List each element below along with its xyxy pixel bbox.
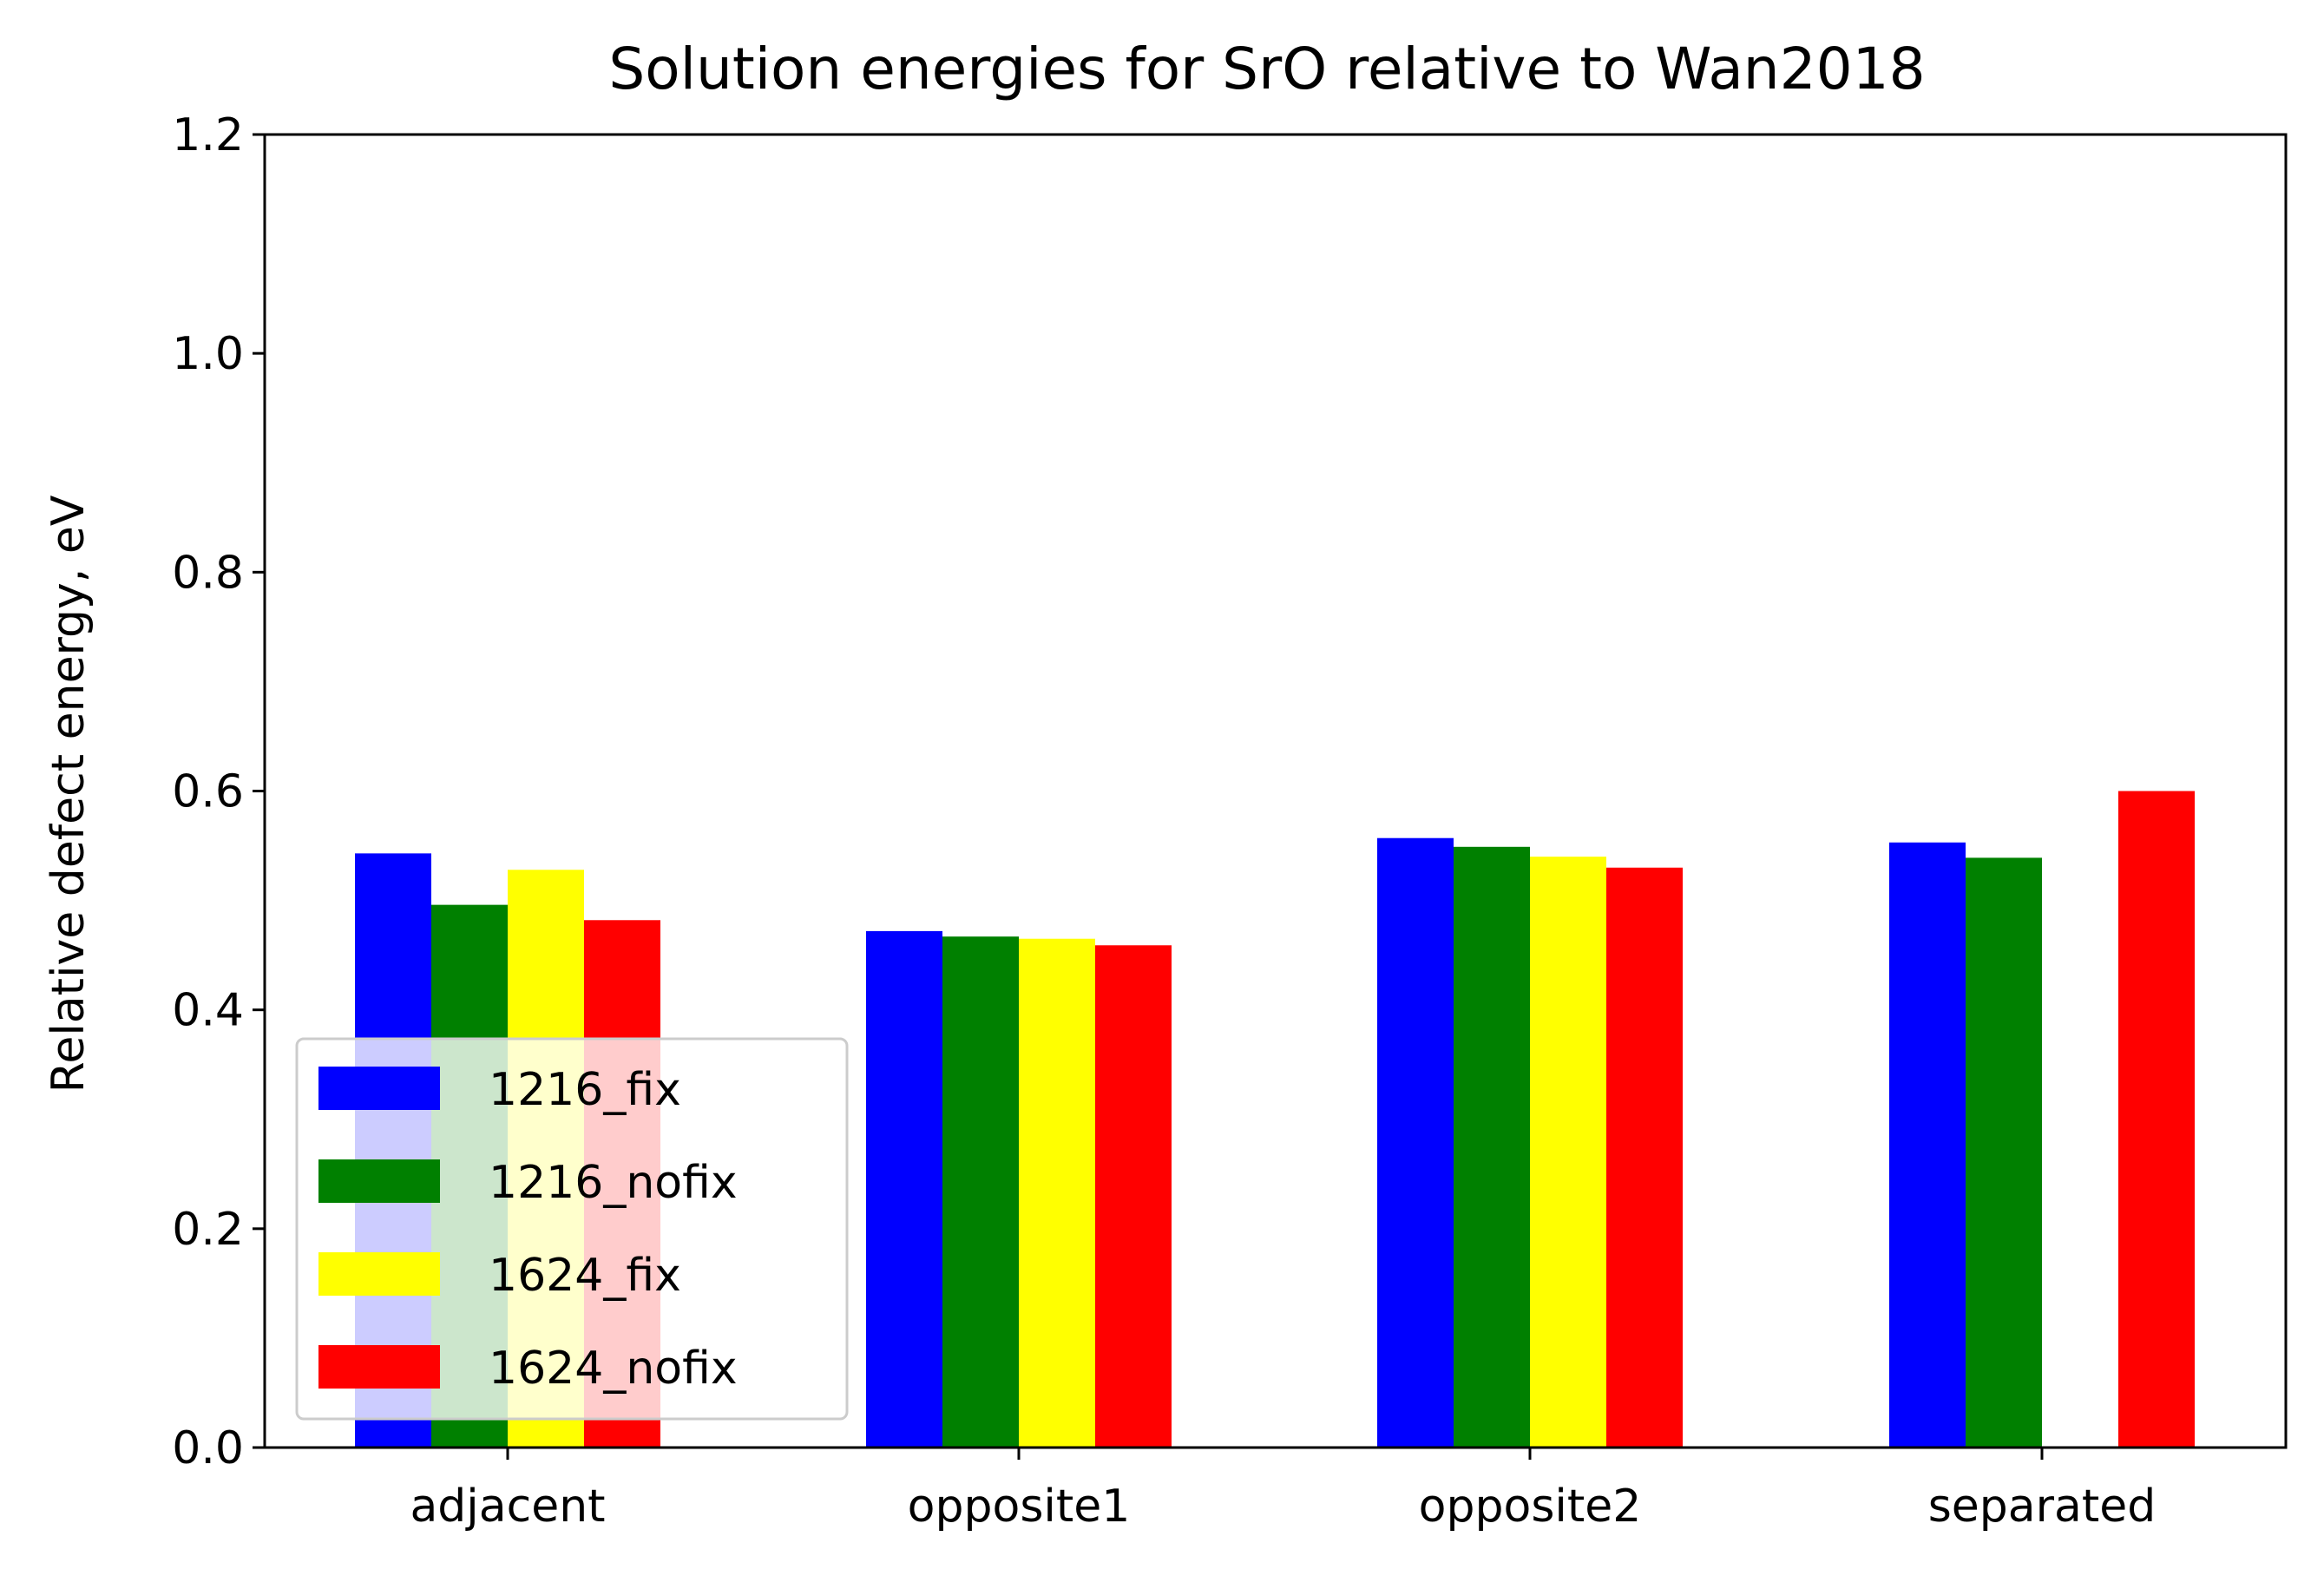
y-axis-label: Relative defect energy, eV xyxy=(43,495,95,1093)
legend-swatch-1216_fix xyxy=(318,1067,440,1110)
y-tick-label: 0.2 xyxy=(172,1204,244,1256)
y-tick-label: 0.0 xyxy=(172,1422,244,1474)
bar-opposite1-1624_nofix xyxy=(1095,945,1172,1448)
bar-separated-1624_nofix xyxy=(2118,791,2195,1448)
y-tick-label: 1.2 xyxy=(172,109,244,161)
bar-opposite1-1624_fix xyxy=(1019,938,1095,1448)
bar-opposite2-1624_fix xyxy=(1530,857,1606,1448)
legend-swatch-1624_nofix xyxy=(318,1345,440,1389)
bar-opposite2-1624_nofix xyxy=(1606,867,1683,1448)
bar-separated-1216_nofix xyxy=(1966,857,2042,1448)
legend-swatch-1624_fix xyxy=(318,1252,440,1296)
x-tick-label-adjacent: adjacent xyxy=(410,1481,605,1533)
bar-separated-1216_fix xyxy=(1889,842,1966,1448)
bar-opposite1-1216_nofix xyxy=(942,936,1019,1448)
legend-label-1624_nofix: 1624_nofix xyxy=(489,1343,738,1395)
y-tick-label: 1.0 xyxy=(172,328,244,380)
legend-label-1216_nofix: 1216_nofix xyxy=(489,1157,738,1209)
x-tick-label-opposite2: opposite2 xyxy=(1419,1481,1642,1533)
bar-opposite2-1216_fix xyxy=(1377,837,1454,1448)
bar-opposite2-1216_nofix xyxy=(1454,846,1530,1448)
x-tick-label-separated: separated xyxy=(1928,1481,2157,1533)
plot-frame xyxy=(263,133,2288,1449)
axes-layer: 0.0 0.2 0.4 0.6 0.8 1.0 1.2 adjacent opposite1 op… xyxy=(172,109,2288,1533)
legend-label-1624_fix: 1624_fix xyxy=(489,1250,681,1302)
y-tick-label: 0.4 xyxy=(172,985,244,1037)
y-tick-label: 0.8 xyxy=(172,547,244,599)
bar-opposite1-1216_fix xyxy=(866,930,942,1448)
y-tick-label: 0.6 xyxy=(172,766,244,818)
legend-swatch-1216_nofix xyxy=(318,1159,440,1203)
legend: 1216_fix 1216_nofix 1624_fix 1624_nofix xyxy=(295,1037,849,1421)
legend-box xyxy=(295,1037,849,1421)
legend-label-1216_fix: 1216_fix xyxy=(489,1064,681,1116)
x-tick-label-opposite1: opposite1 xyxy=(908,1481,1131,1533)
chart-title: Solution energies for SrO relative to Wa… xyxy=(608,36,1925,102)
